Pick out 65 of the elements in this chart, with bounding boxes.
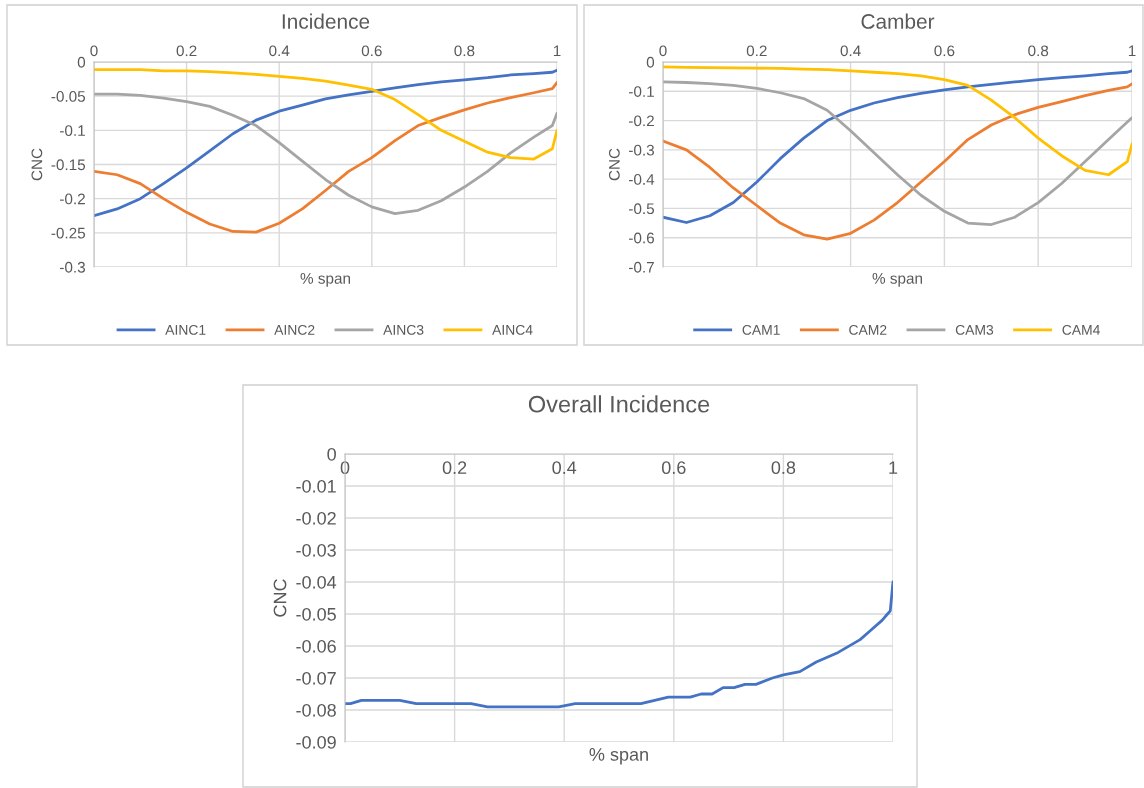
x-axis-title: % span <box>589 748 648 765</box>
x-tick-label: 0.2 <box>176 45 197 57</box>
x-tick-label: 0 <box>90 45 98 57</box>
legend-label: CAM2 <box>849 324 887 335</box>
x-tick-label: 1 <box>889 461 898 474</box>
y-tick-label: -0.4 <box>629 174 655 185</box>
y-tick-label: -0.5 <box>629 203 655 215</box>
x-axis-title: % span <box>872 273 922 287</box>
y-tick-label: -0.01 <box>296 479 336 493</box>
legend-label: CAM4 <box>1062 324 1100 335</box>
y-tick-label: -0.05 <box>51 91 86 102</box>
y-tick-label: -0.15 <box>51 159 86 171</box>
y-tick-label: -0.3 <box>60 261 85 273</box>
y-tick-label: -0.02 <box>296 511 336 525</box>
y-axis-title: CNC <box>273 579 287 617</box>
y-tick-label: -0.05 <box>296 607 336 621</box>
legend-label: CAM3 <box>955 324 994 335</box>
chart-title: Overall Incidence <box>528 395 710 413</box>
y-tick-label: -0.2 <box>629 115 654 127</box>
legend-label: AINC4 <box>492 324 533 335</box>
y-tick-label: 0 <box>646 56 655 68</box>
chart-title: Incidence <box>282 13 370 29</box>
line-series <box>94 81 557 234</box>
x-tick-label: 0.6 <box>361 45 382 57</box>
line-series <box>94 92 557 216</box>
x-tick-label: 1 <box>553 45 561 57</box>
x-tick-label: 0.8 <box>771 461 796 475</box>
x-tick-label: 1 <box>1128 45 1136 57</box>
legend-label: AINC3 <box>383 324 424 335</box>
x-tick-label: 0.2 <box>746 45 767 57</box>
x-tick-label: 0.4 <box>552 461 577 475</box>
y-tick-label: -0.3 <box>629 144 654 156</box>
y-axis-title: CNC <box>31 148 43 181</box>
chart-title: Camber <box>861 13 935 29</box>
legend-label: CAM1 <box>742 324 780 335</box>
y-tick-label: -0.1 <box>629 86 654 97</box>
x-tick-label: 0.4 <box>269 45 290 57</box>
y-tick-label: -0.06 <box>296 639 336 653</box>
y-tick-label: 0 <box>327 447 336 461</box>
y-tick-label: -0.09 <box>296 735 336 749</box>
line-series <box>345 580 893 709</box>
legend-label: AINC2 <box>274 324 315 335</box>
y-tick-label: -0.1 <box>60 125 85 137</box>
y-tick-label: 0 <box>77 56 86 68</box>
x-tick-label: 0.6 <box>661 461 686 475</box>
y-tick-label: -0.08 <box>296 703 336 717</box>
x-tick-label: 0.8 <box>1028 45 1049 57</box>
y-tick-label: -0.07 <box>296 671 336 685</box>
y-tick-label: -0.7 <box>629 261 654 273</box>
y-tick-label: -0.04 <box>296 575 337 589</box>
y-tick-label: -0.03 <box>296 543 336 557</box>
x-tick-label: 0.6 <box>934 45 955 57</box>
y-axis-title: CNC <box>608 148 620 181</box>
x-tick-label: 0.2 <box>442 461 467 475</box>
line-series <box>94 68 557 161</box>
legend-label: AINC1 <box>165 324 206 335</box>
x-axis-title: % span <box>300 273 350 287</box>
line-series <box>94 68 557 218</box>
y-tick-label: -0.2 <box>60 193 85 205</box>
x-tick-label: 0.8 <box>454 45 475 57</box>
y-tick-label: -0.6 <box>629 232 654 244</box>
y-tick-label: -0.25 <box>51 227 86 239</box>
x-tick-label: 0.4 <box>840 45 861 57</box>
x-tick-label: 0 <box>340 461 350 475</box>
x-tick-label: 0 <box>659 45 667 57</box>
